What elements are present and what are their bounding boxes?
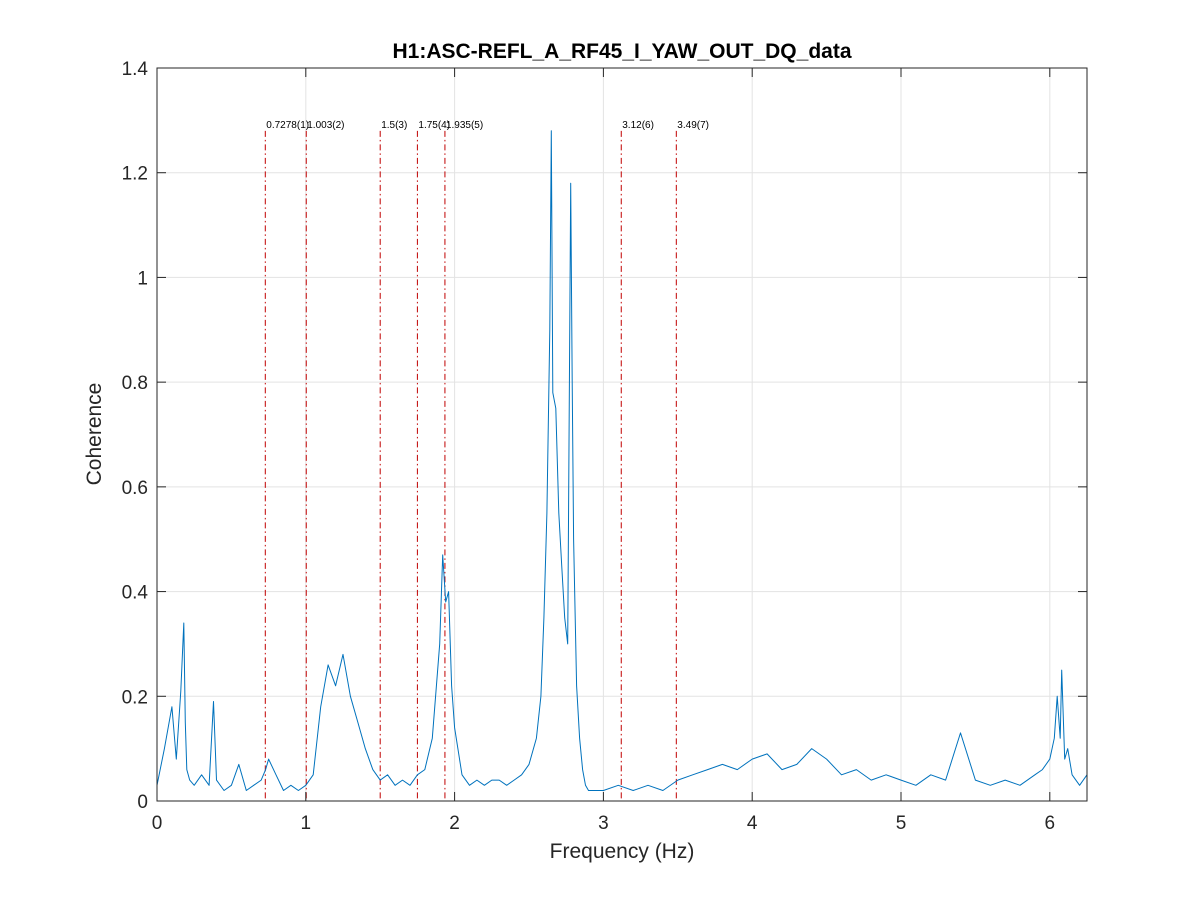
series-layer: [156, 130, 1088, 791]
x-tick-label: 2: [449, 813, 460, 834]
frequency-marker-label: 1.935(5): [446, 120, 483, 131]
y-tick-label: 0.8: [122, 373, 148, 394]
axis-ticks: 0 1 2 3 4 5 6 0 0.2 0.4 0.6 0.8 1 1.2 1.4: [122, 59, 1087, 834]
x-tick-label: 1: [301, 813, 312, 834]
frequency-marker-label: 1.5(3): [381, 120, 407, 131]
chart-title: H1:ASC-REFL_A_RF45_I_YAW_OUT_DQ_data: [392, 40, 851, 63]
x-tick-label: 0: [152, 813, 163, 834]
y-axis-label: Coherence: [83, 383, 106, 486]
plot-box: [156, 67, 1088, 802]
frequency-marker-label: 3.12(6): [622, 120, 654, 131]
x-tick-label: 4: [747, 813, 758, 834]
grid: [157, 68, 1087, 801]
frequency-marker-label: 1.75(4): [418, 120, 450, 131]
frequency-marker-label: 1.003(2): [307, 120, 344, 131]
y-tick-label: 0.2: [122, 687, 148, 708]
frequency-marker-label: 3.49(7): [677, 120, 709, 131]
y-tick-label: 1.2: [122, 164, 148, 185]
coherence-series-line: [156, 130, 1088, 791]
frequency-markers: 0.7278(1)1.003(2) 1.5(3) 1.75(4)1.935(5) 3.…: [264, 120, 709, 801]
plot-background: [157, 68, 1087, 801]
x-tick-label: 3: [598, 813, 609, 834]
y-tick-label: 0.4: [122, 583, 149, 604]
frequency-marker-label: 0.7278(1): [266, 120, 309, 131]
y-tick-label: 1: [137, 268, 148, 289]
y-tick-label: 0.6: [122, 478, 148, 499]
y-tick-label: 1.4: [122, 59, 149, 80]
x-tick-label: 5: [896, 813, 907, 834]
x-tick-label: 6: [1045, 813, 1056, 834]
y-tick-label: 0: [137, 792, 148, 813]
x-axis-label: Frequency (Hz): [550, 840, 695, 863]
